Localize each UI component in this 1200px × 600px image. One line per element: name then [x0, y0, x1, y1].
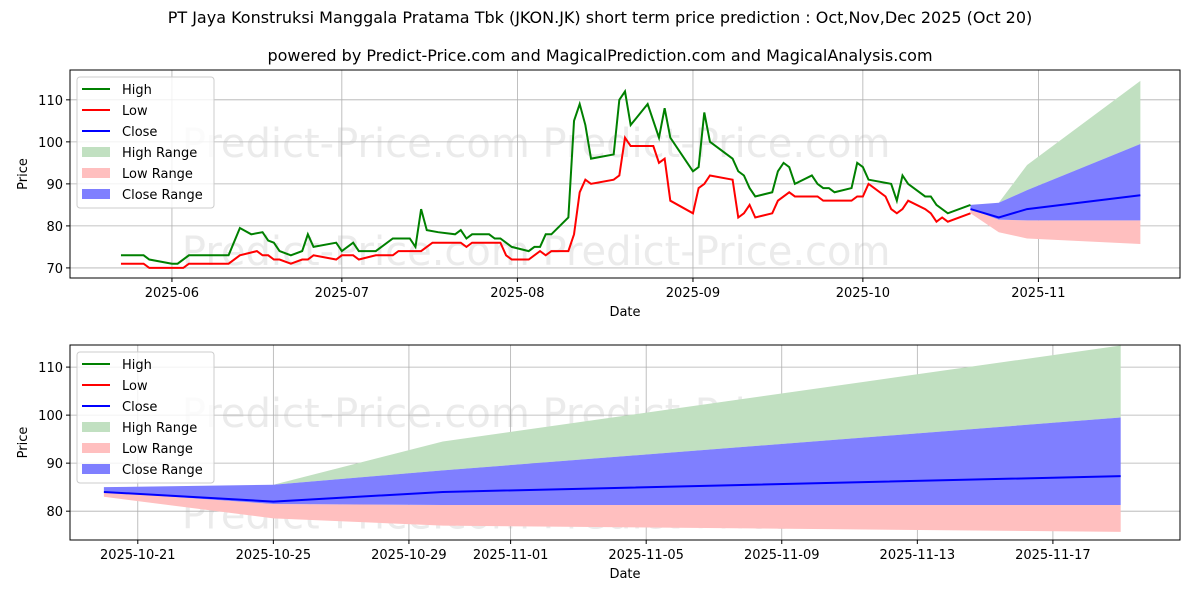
y-tick-label: 90	[46, 178, 63, 193]
legend-label: High Range	[122, 421, 197, 436]
y-axis-label: Price	[16, 427, 31, 459]
legend-label: Close Range	[122, 188, 203, 203]
high-range-band	[103, 345, 1121, 488]
legend-swatch-close-range	[82, 464, 110, 474]
x-tick-label: 2025-11-09	[744, 548, 820, 563]
legend-label: High	[122, 358, 152, 373]
x-tick-label: 2025-11	[1011, 286, 1065, 301]
low-range-band	[970, 209, 1141, 244]
legend-swatch-low-range	[82, 168, 110, 178]
legend: High Low Close High Range Low Range Close Ran…	[76, 351, 215, 484]
axes-frame	[69, 69, 1181, 279]
axes-frame	[69, 344, 1181, 541]
legend-frame	[76, 351, 215, 484]
x-tick-label: 2025-10-21	[100, 548, 176, 563]
legend-label: Low	[122, 379, 148, 394]
x-axis-label: Date	[609, 567, 640, 582]
x-tick-label: 2025-08	[490, 286, 544, 301]
low-range-band	[103, 491, 1121, 532]
x-tick-label: 2025-11-01	[473, 548, 549, 563]
watermark: Predict-Price.com Predict-Price.com	[182, 121, 891, 167]
y-tick-label: 110	[38, 361, 63, 376]
y-tick-label: 100	[38, 409, 63, 424]
x-tick-label: 2025-11-05	[608, 548, 684, 563]
x-tick-label: 2025-10-25	[236, 548, 312, 563]
plot-1: Predict-Price.com Predict-Price.comPredi…	[16, 69, 1181, 320]
close-line	[103, 475, 1121, 503]
legend-label: High	[122, 83, 152, 98]
close-range-band	[103, 417, 1121, 505]
chart-title: PT Jaya Konstruksi Manggala Pratama Tbk …	[167, 8, 1033, 27]
legend-swatch-high-range	[82, 422, 110, 432]
legend-label: High Range	[122, 146, 197, 161]
x-tick-label: 2025-09	[666, 286, 720, 301]
high-line	[120, 88, 971, 265]
x-tick-label: 2025-11-13	[880, 548, 956, 563]
low-line	[120, 134, 971, 269]
y-tick-label: 90	[46, 457, 63, 472]
legend-label: Low	[122, 104, 148, 119]
chart-subtitle: powered by Predict-Price.com and Magical…	[267, 46, 933, 65]
x-tick-label: 2025-07	[315, 286, 369, 301]
legend-swatch-close-range	[82, 189, 110, 199]
y-tick-label: 100	[38, 136, 63, 151]
x-tick-label: 2025-06	[145, 286, 199, 301]
y-tick-label: 110	[38, 94, 63, 109]
x-tick-label: 2025-10-29	[371, 548, 447, 563]
legend: High Low Close High Range Low Range Close Ran…	[76, 76, 215, 209]
y-axis-label: Price	[16, 158, 31, 190]
legend-label: Close Range	[122, 463, 203, 478]
legend-label: Low Range	[122, 442, 193, 457]
legend-frame	[76, 76, 215, 209]
legend-label: Low Range	[122, 167, 193, 182]
y-tick-label: 70	[46, 262, 63, 277]
x-tick-label: 2025-11-17	[1015, 548, 1091, 563]
legend-label: Close	[122, 400, 157, 415]
x-tick-label: 2025-10	[836, 286, 890, 301]
x-axis-label: Date	[609, 305, 640, 320]
legend-swatch-low-range	[82, 443, 110, 453]
legend-label: Close	[122, 125, 157, 140]
y-tick-label: 80	[46, 505, 63, 520]
high-range-band	[970, 80, 1141, 205]
plot-2: Predict-Price.com Predict-Price.comPredi…	[16, 344, 1181, 582]
legend-swatch-high-range	[82, 147, 110, 157]
y-tick-label: 80	[46, 220, 63, 235]
close-line	[970, 194, 1141, 219]
